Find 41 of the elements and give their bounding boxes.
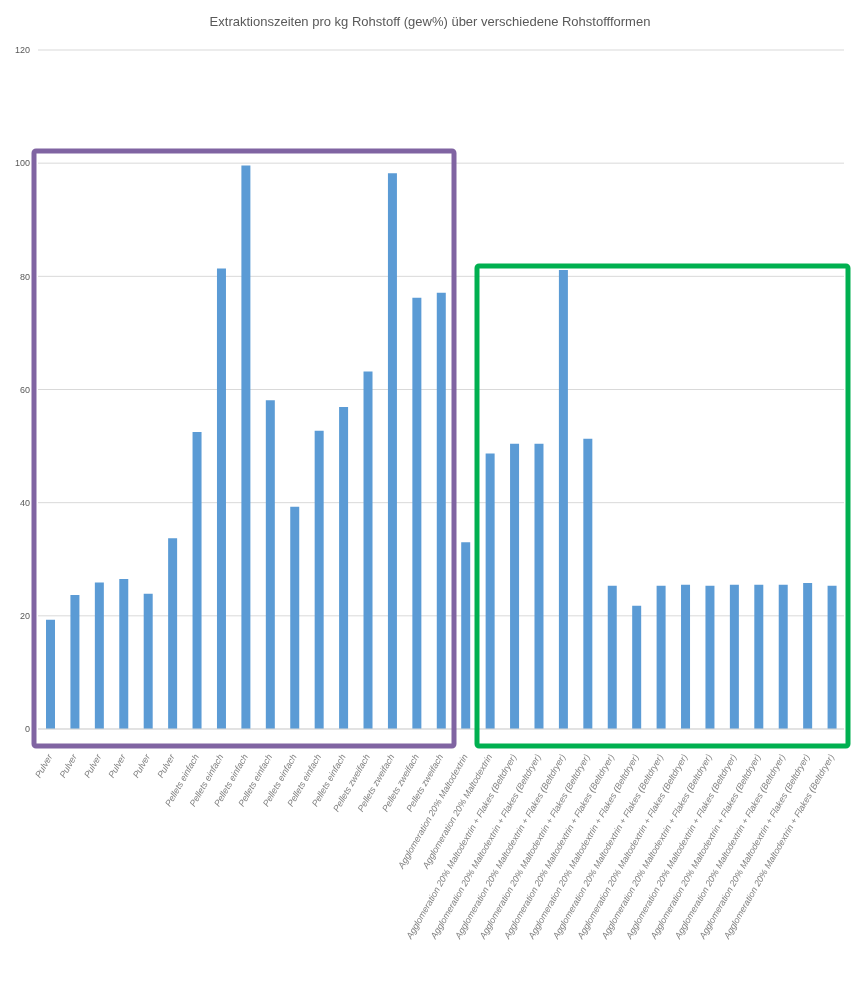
bar <box>314 430 324 729</box>
y-tick-label: 0 <box>24 724 30 735</box>
bar <box>265 400 275 729</box>
y-tick-label: 100 <box>14 158 30 169</box>
bar <box>94 582 104 729</box>
bar <box>607 585 617 729</box>
bar <box>436 292 446 729</box>
bar <box>46 619 55 729</box>
bar <box>510 443 520 729</box>
chart-title: Extraktionszeiten pro kg Rohstoff (gew%) über verschiedene Rohstoffformen <box>208 14 652 29</box>
bar <box>558 270 568 729</box>
bar <box>387 173 397 729</box>
bar <box>803 583 813 729</box>
y-tick-label: 40 <box>19 497 30 508</box>
bar <box>339 407 349 729</box>
bar <box>363 371 373 729</box>
bar <box>70 594 80 729</box>
bar <box>241 165 251 729</box>
bar <box>168 538 178 729</box>
bar <box>485 453 495 729</box>
bar <box>632 605 642 729</box>
bar <box>681 584 691 729</box>
bar <box>192 431 202 729</box>
bar <box>583 438 593 729</box>
bar <box>656 585 666 729</box>
y-tick-label: 120 <box>14 45 30 56</box>
bar <box>216 268 226 729</box>
bar <box>827 585 837 729</box>
y-tick-label: 80 <box>19 271 30 282</box>
bar <box>754 584 764 729</box>
bar <box>143 593 153 729</box>
y-tick-label: 60 <box>19 384 30 395</box>
y-tick-label: 20 <box>19 611 30 622</box>
bar <box>461 542 471 729</box>
bar <box>705 585 715 729</box>
bar <box>778 584 788 729</box>
bar <box>119 579 129 729</box>
bar <box>290 506 300 729</box>
bar <box>412 297 422 729</box>
bar <box>729 584 739 729</box>
bar <box>534 443 544 729</box>
